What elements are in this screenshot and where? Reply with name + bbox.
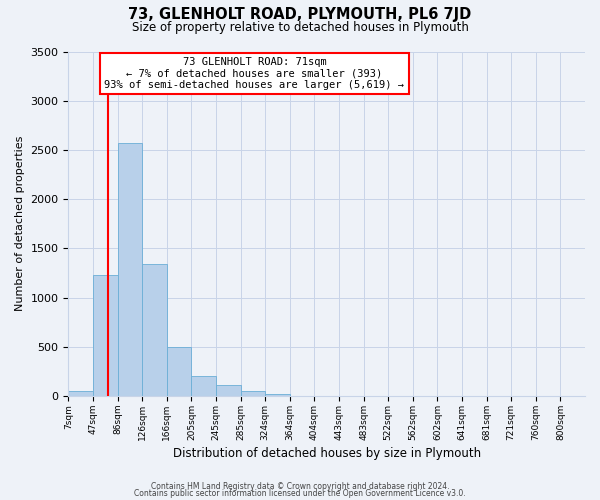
Text: Size of property relative to detached houses in Plymouth: Size of property relative to detached ho… <box>131 21 469 34</box>
Bar <box>265 394 290 396</box>
Bar <box>191 376 216 396</box>
Bar <box>68 391 93 396</box>
Bar <box>142 264 167 396</box>
X-axis label: Distribution of detached houses by size in Plymouth: Distribution of detached houses by size … <box>173 447 481 460</box>
Bar <box>216 385 241 396</box>
Bar <box>118 143 142 396</box>
Text: 73 GLENHOLT ROAD: 71sqm
← 7% of detached houses are smaller (393)
93% of semi-de: 73 GLENHOLT ROAD: 71sqm ← 7% of detached… <box>104 56 404 90</box>
Text: Contains public sector information licensed under the Open Government Licence v3: Contains public sector information licen… <box>134 489 466 498</box>
Bar <box>93 275 118 396</box>
Text: 73, GLENHOLT ROAD, PLYMOUTH, PL6 7JD: 73, GLENHOLT ROAD, PLYMOUTH, PL6 7JD <box>128 8 472 22</box>
Bar <box>167 347 191 396</box>
Y-axis label: Number of detached properties: Number of detached properties <box>15 136 25 312</box>
Bar <box>241 391 265 396</box>
Text: Contains HM Land Registry data © Crown copyright and database right 2024.: Contains HM Land Registry data © Crown c… <box>151 482 449 491</box>
